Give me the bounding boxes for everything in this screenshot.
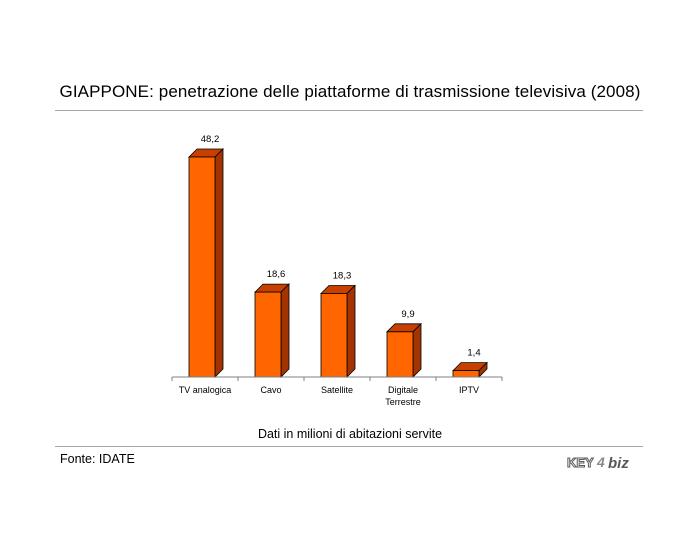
- bar-side: [412, 322, 422, 378]
- bar-value-label: 18,3: [333, 270, 352, 281]
- source-note: Fonte: IDATE: [60, 452, 135, 466]
- bar-side: [346, 284, 356, 378]
- svg-text:KEY: KEY: [567, 455, 594, 470]
- bar: [188, 148, 224, 378]
- bar-side: [280, 283, 290, 378]
- title-divider: [55, 110, 643, 111]
- bar-side: [214, 148, 224, 378]
- footer-divider: [55, 446, 643, 447]
- x-axis: [171, 376, 503, 381]
- x-tick-label: Satellite: [321, 385, 353, 395]
- bar-front: [320, 293, 348, 378]
- chart-subtitle: Dati in milioni di abitazioni servite: [257, 427, 443, 441]
- bars-group: 48,2 18,6 18,3 9,9 1,4: [188, 134, 488, 378]
- bar-chart: 48,2 18,6 18,3 9,9 1,4 TV analogica Cavo Satel…: [171, 134, 503, 407]
- bar: [254, 283, 290, 378]
- bar-value-label: 9,9: [401, 309, 414, 320]
- bar-value-label: 18,6: [267, 269, 286, 280]
- bar-front: [452, 370, 480, 378]
- bar-front: [254, 291, 282, 378]
- bar-value-label: 48,2: [201, 134, 220, 145]
- bar: [386, 322, 422, 378]
- x-tick-label: TV analogica: [179, 385, 232, 395]
- bar-front: [188, 156, 216, 378]
- svg-text:4: 4: [596, 454, 605, 470]
- x-tick-label: Cavo: [260, 385, 281, 395]
- chart-title: GIAPPONE: penetrazione delle piattaforme…: [59, 82, 641, 101]
- bar-front: [386, 331, 414, 378]
- bar-value-label: 1,4: [467, 348, 480, 359]
- svg-text:biz: biz: [608, 455, 629, 472]
- key4biz-logo: KEY 4 biz: [567, 454, 630, 472]
- category-labels: TV analogica Cavo Satellite Digitale Terrest…: [179, 385, 479, 407]
- x-tick-label: IPTV: [459, 385, 479, 395]
- bar: [320, 284, 356, 378]
- x-tick-label: Digitale Terrestre: [385, 385, 421, 407]
- bar: [452, 361, 488, 378]
